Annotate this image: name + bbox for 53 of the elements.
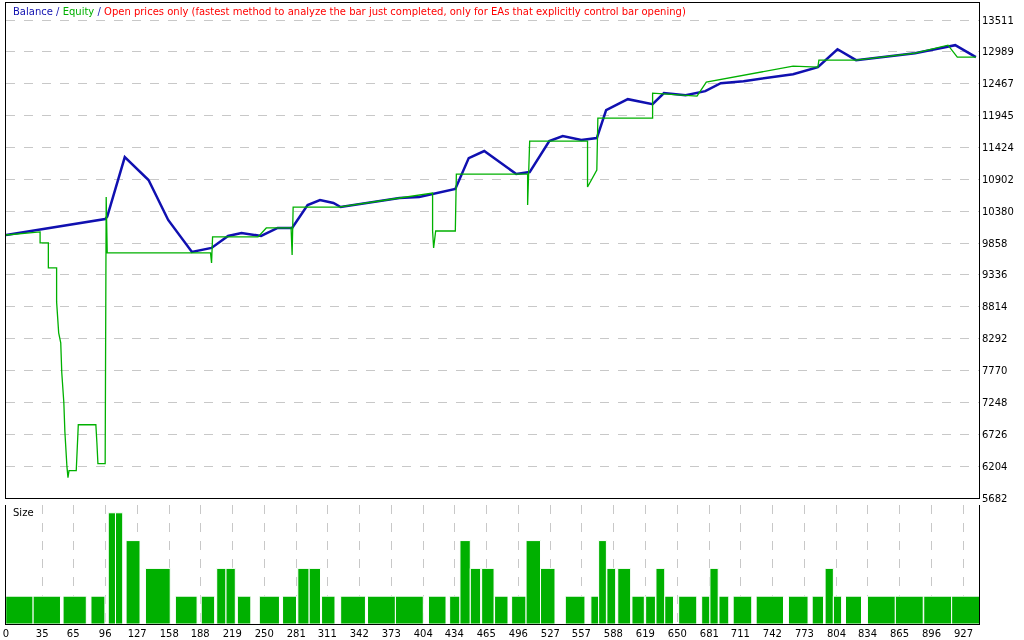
x-tick-label: 896 xyxy=(921,628,942,639)
x-tick-label: 773 xyxy=(794,628,814,639)
x-tick-label: 404 xyxy=(413,628,433,639)
x-tick-label: 434 xyxy=(444,628,464,639)
x-tick-label: 650 xyxy=(667,628,687,639)
x-tick-label: 0 xyxy=(2,628,10,639)
x-tick-label: 250 xyxy=(254,628,274,639)
x-tick-label: 927 xyxy=(953,628,974,639)
x-tick-label: 588 xyxy=(603,628,623,639)
x-tick-label: 311 xyxy=(317,628,337,639)
x-tick-label: 96 xyxy=(98,628,112,639)
x-tick-label: 681 xyxy=(699,628,719,639)
x-tick-label: 35 xyxy=(35,628,49,639)
x-tick-label: 219 xyxy=(222,628,242,639)
y-tick-label: 11945 xyxy=(982,110,1014,122)
x-tick-label: 527 xyxy=(540,628,560,639)
bar xyxy=(125,540,141,624)
x-tick-label: 127 xyxy=(127,628,147,639)
y-tick-label: 8292 xyxy=(982,333,1008,345)
chart-title: Size xyxy=(13,507,34,518)
x-tick-label: 465 xyxy=(476,628,496,639)
x-tick-label: 158 xyxy=(159,628,179,639)
x-tick-label: 281 xyxy=(286,628,306,639)
y-tick-label: 7770 xyxy=(982,365,1008,377)
y-tick-label: 13511 xyxy=(982,14,1014,26)
x-tick-label: 619 xyxy=(635,628,655,639)
y-tick-label: 9336 xyxy=(982,269,1008,281)
y-tick-label: 12989 xyxy=(982,46,1014,58)
line-series xyxy=(6,44,977,479)
x-tick-label: 865 xyxy=(889,628,910,639)
y-tick-label: 6204 xyxy=(982,460,1008,472)
x-tick-label: 373 xyxy=(381,628,401,639)
x-tick-label: 557 xyxy=(571,628,591,639)
y-tick-label: 12467 xyxy=(982,78,1014,90)
y-tick-label: 10380 xyxy=(982,205,1014,217)
x-tick-label: 804 xyxy=(826,628,847,639)
x-tick-label: 711 xyxy=(730,628,750,639)
bar xyxy=(845,595,863,624)
x-tick-label: 496 xyxy=(508,628,528,639)
y-tick-label: 6726 xyxy=(982,428,1008,440)
x-tick-label: 742 xyxy=(762,628,782,639)
x-tick-label: 65 xyxy=(66,628,80,639)
y-tick-label: 8814 xyxy=(982,301,1008,313)
x-tick-label: 342 xyxy=(349,628,369,639)
y-tick-label: 11424 xyxy=(982,141,1014,153)
x-tick-label: 188 xyxy=(190,628,210,639)
x-tick-label: 834 xyxy=(857,628,877,639)
bar xyxy=(90,595,106,624)
y-tick-label: 5682 xyxy=(982,492,1008,504)
y-tick-label: 10902 xyxy=(982,173,1014,185)
y-tick-label: 7248 xyxy=(982,396,1008,408)
chart-title: Balance / Equity / Open prices only (fastest method to analyze the bar just completed, only for EAs that explicitly control bar opening) xyxy=(13,6,686,17)
y-tick-label: 9858 xyxy=(982,237,1008,249)
